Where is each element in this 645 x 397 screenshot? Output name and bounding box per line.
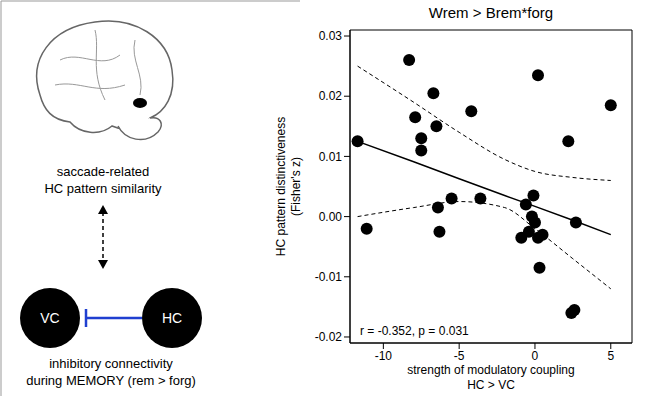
svg-text:(Fisher's z): (Fisher's z) — [289, 157, 303, 216]
svg-text:-5: -5 — [454, 349, 465, 363]
svg-text:-10: -10 — [375, 349, 393, 363]
svg-text:0.02: 0.02 — [319, 89, 343, 103]
svg-text:0.01: 0.01 — [319, 150, 343, 164]
svg-text:0: 0 — [532, 349, 539, 363]
svg-text:r = -0.352, p = 0.031: r = -0.352, p = 0.031 — [360, 324, 469, 338]
svg-text:-0.01: -0.01 — [315, 270, 343, 284]
svg-text:-0.02: -0.02 — [315, 330, 343, 344]
svg-text:HC: HC — [162, 310, 182, 326]
svg-text:HC pattern similarity: HC pattern similarity — [44, 181, 162, 196]
svg-text:HC > VC: HC > VC — [467, 378, 515, 392]
svg-text:saccade-related: saccade-related — [57, 164, 150, 179]
svg-text:VC: VC — [40, 310, 59, 326]
svg-text:strength of modulatory couplin: strength of modulatory coupling — [407, 363, 574, 377]
svg-text:during MEMORY (rem > forg): during MEMORY (rem > forg) — [26, 373, 196, 388]
svg-text:0.03: 0.03 — [319, 29, 343, 43]
svg-text:0.00: 0.00 — [319, 210, 343, 224]
svg-text:HC pattern distinctiveness: HC pattern distinctiveness — [274, 117, 288, 256]
svg-text:inhibitory connectivity: inhibitory connectivity — [49, 356, 173, 371]
svg-text:Wrem > Brem*forg: Wrem > Brem*forg — [429, 4, 553, 21]
svg-text:5: 5 — [607, 349, 614, 363]
